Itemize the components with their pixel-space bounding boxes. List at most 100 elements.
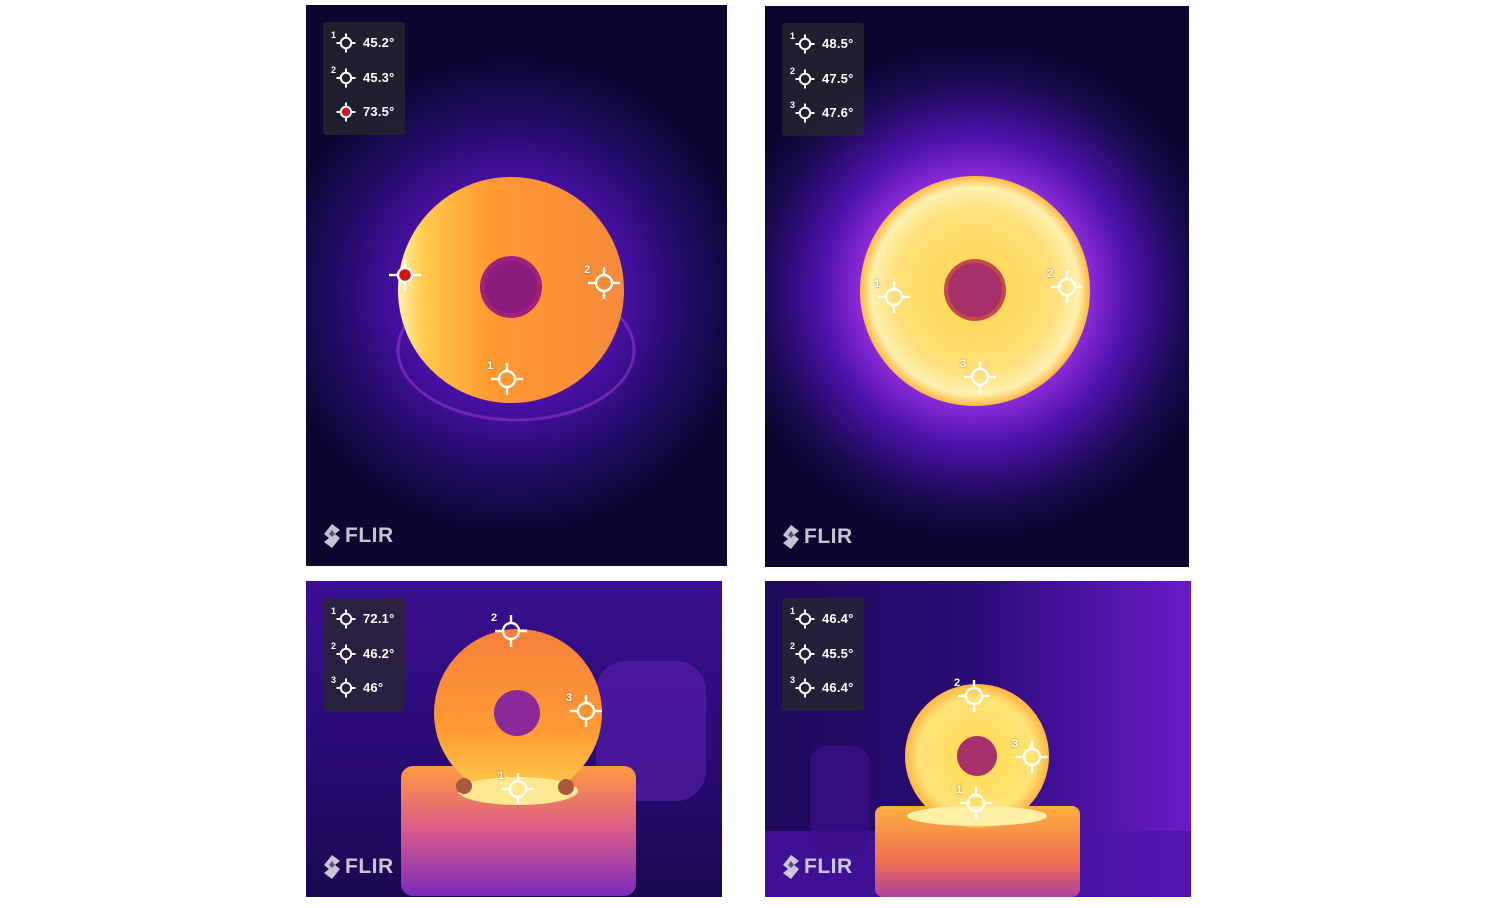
spot-index: 2 <box>790 65 796 76</box>
spot-marker-label: 3 <box>1012 738 1019 750</box>
spot-index: 1 <box>331 606 337 616</box>
reading-row: 2 45.5° <box>782 637 864 672</box>
crosshair-icon <box>494 614 528 648</box>
hotspot-crosshair-icon <box>388 258 422 292</box>
crosshair-icon <box>336 68 356 88</box>
hotspot-marker[interactable] <box>388 258 422 292</box>
spot-marker[interactable]: 1 <box>874 278 911 314</box>
crosshair-icon <box>959 786 993 820</box>
reading-row: 2 46.2° <box>323 637 405 672</box>
spot-index: 2 <box>790 640 796 651</box>
flir-logo-text: FLIR <box>804 525 853 548</box>
spot-marker[interactable]: 2 <box>491 612 528 648</box>
spot-index: 3 <box>790 675 796 685</box>
spot-marker[interactable]: 1 <box>498 770 535 806</box>
spot-marker-label: 2 <box>491 612 498 624</box>
spot-temperature: 45.5° <box>822 645 854 661</box>
reading-row: 1 72.1° <box>323 602 405 637</box>
thermal-image-3: 1 72.1° 2 46.2° 3 46° 1 2 3 FLIR <box>306 581 722 897</box>
spot-temperature: 47.6° <box>822 105 854 120</box>
crosshair-icon <box>795 609 815 629</box>
reading-row: 3 46.4° <box>782 671 864 706</box>
flir-logo-text: FLIR <box>345 855 394 878</box>
crosshair-icon <box>1050 270 1084 304</box>
flir-logo-icon <box>781 524 801 550</box>
spot-marker[interactable]: 1 <box>487 360 524 396</box>
spot-temperature: 48.5° <box>822 36 854 51</box>
spot-marker-label: 2 <box>584 264 591 276</box>
measurement-readout: 1 45.2° 2 45.3° 73.5° <box>323 22 405 135</box>
reading-row: 2 47.5° <box>782 62 864 97</box>
spot-marker-label: 1 <box>956 784 963 796</box>
thermal-image-4: 1 46.4° 2 45.5° 3 46.4° 1 2 3 FLIR <box>765 581 1191 897</box>
flir-logo: FLIR <box>781 854 853 880</box>
hotspot-crosshair-icon <box>336 102 356 122</box>
crosshair-icon <box>957 679 991 713</box>
flir-logo-icon <box>781 854 801 880</box>
spot-marker-label: 3 <box>960 358 967 370</box>
reading-row: 2 45.3° <box>323 61 405 96</box>
crosshair-icon <box>963 360 997 394</box>
reading-row: 1 48.5° <box>782 27 864 62</box>
crosshair-icon <box>336 678 356 698</box>
crosshair-icon <box>795 103 815 123</box>
spot-index: 1 <box>790 31 796 41</box>
flir-logo-icon <box>322 854 342 880</box>
crosshair-icon <box>336 609 356 629</box>
spot-marker-label: 1 <box>874 278 881 290</box>
measurement-readout: 1 46.4° 2 45.5° 3 46.4° <box>782 598 864 711</box>
spot-temperature: 46° <box>363 680 384 695</box>
spot-marker[interactable]: 3 <box>960 358 997 394</box>
crosshair-icon <box>336 33 356 53</box>
crosshair-icon <box>795 644 815 664</box>
thermal-scene <box>306 5 727 566</box>
measurement-readout: 1 48.5° 2 47.5° 3 47.6° <box>782 23 864 136</box>
spot-temperature: 45.2° <box>363 35 395 50</box>
reading-row: 3 46° <box>323 671 405 706</box>
spot-temperature: 46.4° <box>822 680 854 695</box>
spot-marker-label: 1 <box>498 770 505 782</box>
spot-temperature: 46.2° <box>363 645 395 661</box>
crosshair-icon <box>1015 740 1049 774</box>
crosshair-icon <box>490 362 524 396</box>
spot-marker[interactable]: 2 <box>584 264 621 300</box>
spot-marker-label: 2 <box>954 677 961 689</box>
flir-logo: FLIR <box>322 523 394 549</box>
reading-row: 1 45.2° <box>323 26 405 61</box>
spot-index: 1 <box>790 606 796 616</box>
flir-logo: FLIR <box>322 854 394 880</box>
crosshair-icon <box>795 34 815 54</box>
spot-marker-label: 1 <box>487 360 494 372</box>
spot-index: 3 <box>331 675 337 685</box>
spot-marker[interactable]: 3 <box>566 692 603 728</box>
spot-marker[interactable]: 3 <box>1012 738 1049 774</box>
spot-marker[interactable]: 2 <box>954 677 991 713</box>
thermal-scene <box>306 581 722 897</box>
spot-temperature: 46.4° <box>822 611 854 626</box>
flir-logo-text: FLIR <box>345 524 394 547</box>
spot-temperature: 45.3° <box>363 69 395 85</box>
spot-temperature: 72.1° <box>363 611 395 626</box>
spot-marker[interactable]: 1 <box>956 784 993 820</box>
spot-index: 3 <box>790 100 796 110</box>
spot-temperature: 47.5° <box>822 70 854 86</box>
spot-index: 2 <box>331 64 337 75</box>
measurement-readout: 1 72.1° 2 46.2° 3 46° <box>323 598 405 711</box>
flir-logo-text: FLIR <box>804 855 853 878</box>
crosshair-icon <box>795 69 815 89</box>
reading-row: 3 47.6° <box>782 96 864 131</box>
crosshair-icon <box>587 266 621 300</box>
spot-index: 1 <box>331 30 337 40</box>
thermal-image-1: 1 45.2° 2 45.3° 73.5° 1 2 FLIR <box>306 5 727 566</box>
spot-marker[interactable]: 2 <box>1047 268 1084 304</box>
crosshair-icon <box>877 280 911 314</box>
crosshair-icon <box>569 694 603 728</box>
thermal-image-2: 1 48.5° 2 47.5° 3 47.6° 1 2 3 FLIR <box>765 6 1189 567</box>
reading-row: 1 46.4° <box>782 602 864 637</box>
spot-marker-label: 3 <box>566 692 573 704</box>
crosshair-icon <box>336 644 356 664</box>
crosshair-icon <box>795 678 815 698</box>
flir-logo-icon <box>322 523 342 549</box>
spot-temperature: 73.5° <box>363 104 395 119</box>
spot-index: 2 <box>331 640 337 651</box>
